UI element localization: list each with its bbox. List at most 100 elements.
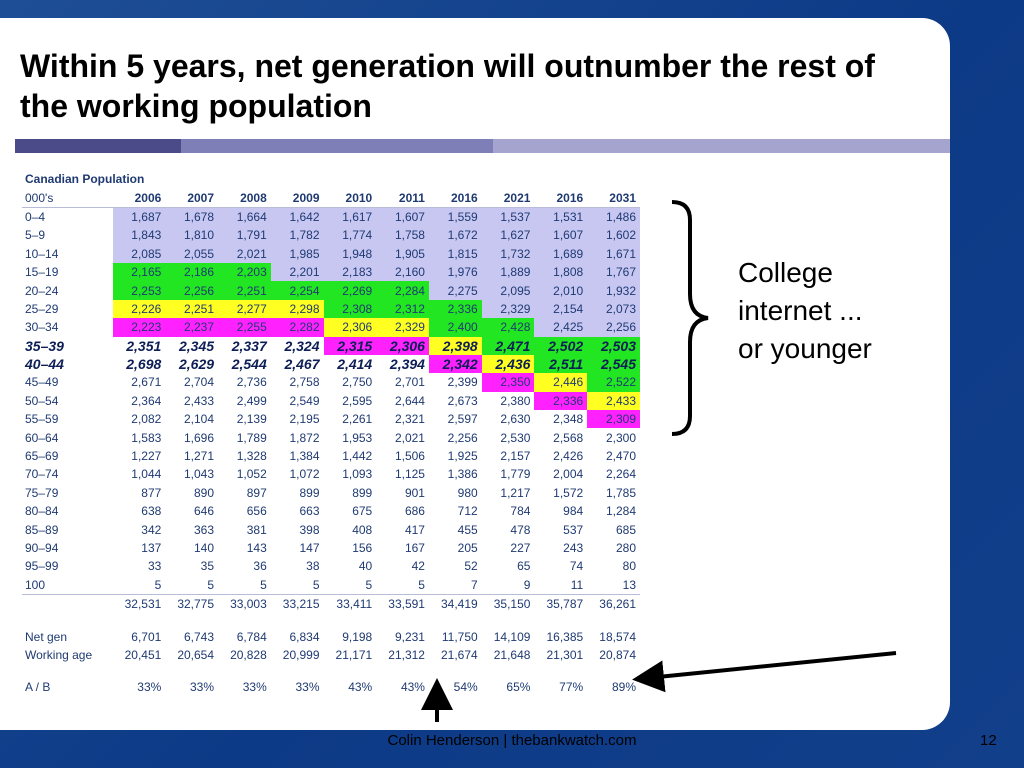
- age-group-label: 0–4: [25, 209, 46, 224]
- age-group-label: 55–59: [25, 412, 59, 427]
- table-cell: 21,301: [546, 647, 584, 662]
- table-cell: 2,157: [500, 449, 531, 464]
- table-cell: 984: [563, 504, 584, 519]
- table-cell: 1,384: [289, 449, 320, 464]
- table-cell: 1,953: [342, 430, 373, 445]
- table-cell: 1,617: [323, 207, 377, 227]
- divider-segment-mid: [181, 139, 493, 153]
- table-cell: 1,671: [587, 244, 640, 263]
- table-cell: 2,545: [587, 354, 640, 374]
- year-header: 2021: [481, 188, 535, 208]
- total-row: 32,531 32,775 33,003 33,215 33,411 33,591 34,4…: [22, 593, 640, 614]
- table-cell: 20,828: [230, 647, 267, 662]
- year-header: 2011: [376, 188, 429, 208]
- table-cell: 1,779: [500, 467, 531, 482]
- table-row: 45–49 2,671 2,704 2,736 2,758 2,750 2,701 2,399…: [22, 373, 640, 392]
- table-cell: 65%: [506, 680, 531, 695]
- table-cell: 656: [246, 504, 267, 519]
- year-header-row: 000's 2006 2007 2008 2009 2010 2011 2016 2021 20…: [22, 188, 640, 208]
- table-cell: 2,256: [165, 281, 219, 300]
- table-cell: 1,985: [270, 244, 324, 263]
- table-cell: 1,905: [376, 244, 429, 263]
- table-cell: 2,502: [534, 336, 588, 355]
- table-cell: 2,380: [500, 393, 531, 408]
- table-cell: 2,139: [236, 412, 267, 427]
- table-cell: 2,226: [112, 299, 166, 319]
- table-cell: 2,073: [587, 299, 640, 319]
- table-cell: 2,673: [447, 393, 478, 408]
- age-group-label: 40–44: [25, 356, 64, 373]
- table-cell: 2,201: [270, 262, 324, 282]
- table-cell: 2,750: [342, 375, 373, 390]
- table-cell: 2,511: [534, 354, 588, 374]
- table-cell: 899: [352, 485, 373, 500]
- slide-panel: Within 5 years, net generation will outn…: [0, 18, 950, 730]
- table-cell: 1,442: [342, 449, 373, 464]
- table-cell: 663: [299, 504, 320, 519]
- table-cell: 6,834: [289, 629, 320, 644]
- table-cell: 1,808: [534, 262, 588, 282]
- table-cell: 784: [510, 504, 531, 519]
- table-cell: 2,425: [534, 318, 588, 337]
- age-group-label: 35–39: [25, 337, 64, 354]
- table-row: 35–39 2,351 2,345 2,337 2,324 2,315 2,306 2,398…: [22, 336, 640, 355]
- table-cell: 2,021: [394, 430, 425, 445]
- table-cell: 33%: [190, 680, 215, 695]
- table-cell: 478: [510, 522, 531, 537]
- year-header: 2016: [428, 188, 482, 208]
- table-cell: 74: [569, 559, 584, 574]
- table-cell: 2,269: [323, 281, 377, 300]
- table-cell: 2,428: [481, 318, 535, 337]
- table-cell: 20,999: [282, 647, 320, 662]
- table-cell: 1,732: [481, 244, 535, 263]
- table-cell: 5: [418, 577, 425, 592]
- table-cell: 5: [154, 577, 162, 592]
- table-row: 80–84 638 646 656 663 675 686 712 784 984 1,284: [22, 502, 640, 520]
- table-cell: 2,348: [553, 412, 584, 427]
- table-cell: 1,642: [270, 207, 324, 227]
- age-group-label: 90–94: [25, 541, 59, 555]
- table-cell: 1,767: [587, 262, 640, 282]
- ratio-row: A / B 33% 33% 33% 33% 43% 43% 54% 65% 77% 89%: [22, 678, 640, 696]
- table-cell: 33: [147, 559, 162, 574]
- side-note: College internet ... or younger: [738, 254, 938, 368]
- table-cell: 9: [523, 577, 531, 592]
- table-cell: 2,186: [165, 262, 219, 282]
- table-cell: 35: [200, 559, 215, 574]
- table-cell: 2,251: [218, 281, 271, 300]
- table-cell: 2,433: [184, 393, 215, 408]
- table-cell: 2,253: [112, 281, 166, 300]
- table-cell: 2,256: [587, 318, 640, 337]
- table-cell: 11,750: [441, 629, 478, 644]
- table-cell: 2,160: [376, 262, 429, 282]
- year-header: 2008: [218, 188, 271, 208]
- table-cell: 2,544: [231, 356, 267, 373]
- table-cell: 2,324: [284, 337, 320, 354]
- table-cell: 2,300: [605, 430, 636, 445]
- table-cell: 140: [194, 541, 215, 555]
- table-row: 0–4 1,687 1,678 1,664 1,642 1,617 1,607 1,559 1,…: [22, 207, 640, 227]
- table-cell: 897: [246, 485, 267, 500]
- table-cell: 408: [352, 522, 373, 537]
- table-cell: 5: [312, 577, 320, 592]
- table-cell: 2,021: [218, 244, 271, 263]
- table-cell: 2,336: [428, 299, 482, 319]
- table-cell: 2,154: [534, 299, 588, 319]
- table-cell: 16,385: [546, 629, 584, 644]
- table-cell: 890: [194, 485, 215, 500]
- age-group-label: 10–14: [25, 246, 59, 261]
- table-cell: 1,072: [289, 467, 320, 482]
- table-cell: 2,277: [218, 299, 271, 319]
- table-cell: 33,003: [218, 593, 271, 614]
- table-row: 30–34 2,223 2,237 2,255 2,282 2,306 2,329 2,400…: [22, 318, 640, 337]
- table-cell: 2,321: [394, 412, 425, 427]
- table-cell: 2,499: [236, 393, 267, 408]
- net-gen-row-label: Net gen: [25, 629, 68, 644]
- table-cell: 1,791: [218, 226, 271, 245]
- table-cell: 342: [141, 522, 162, 537]
- table-cell: 455: [457, 522, 478, 537]
- spacer-cell: [22, 613, 640, 627]
- table-cell: 1,810: [165, 226, 219, 245]
- table-cell: 1,607: [534, 226, 588, 245]
- table-cell: 1,386: [447, 467, 478, 482]
